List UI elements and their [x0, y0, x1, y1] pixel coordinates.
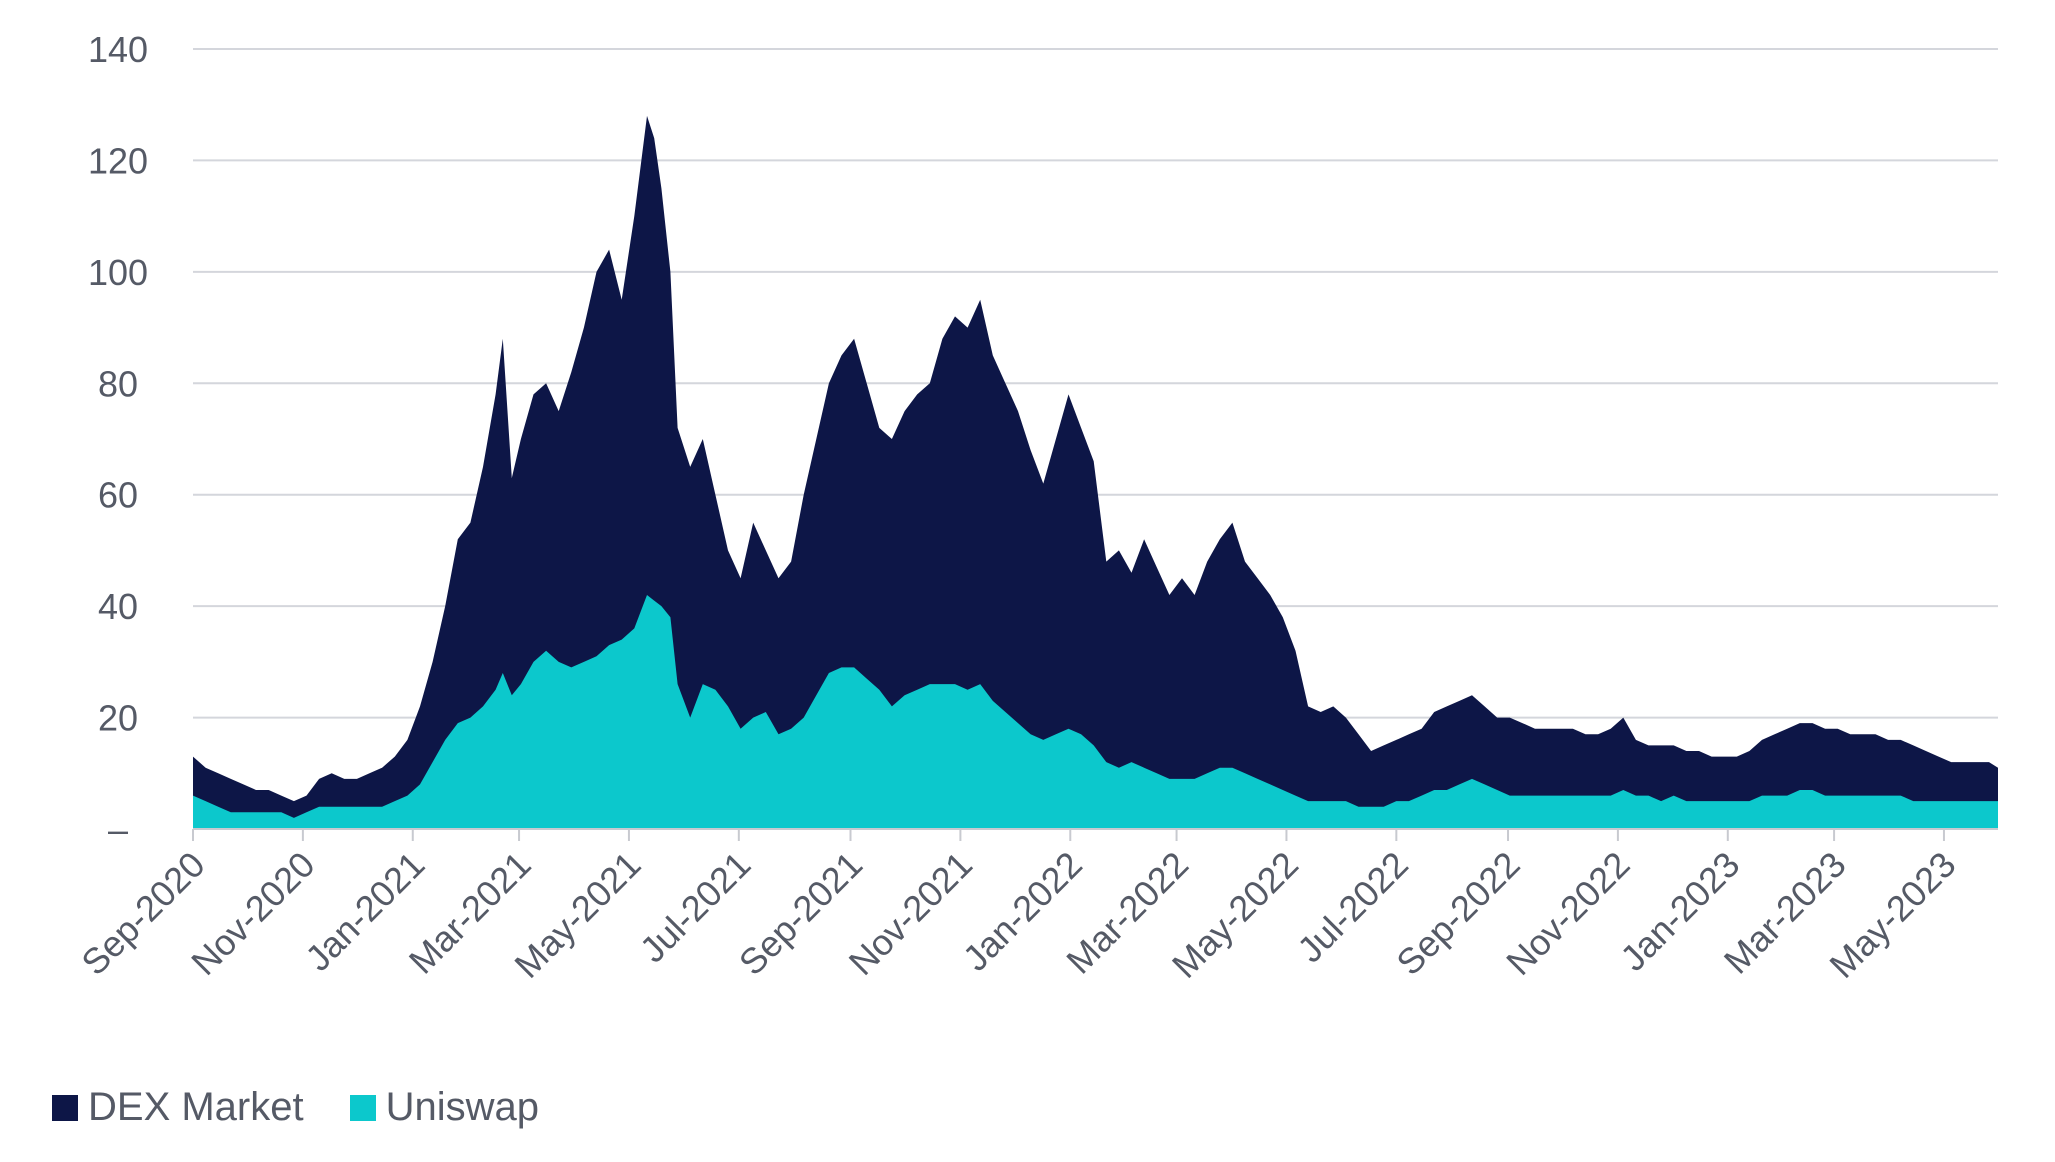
y-tick-label: 60 — [98, 475, 138, 516]
legend: DEX Market Uniswap — [52, 1085, 585, 1130]
legend-swatch-dex-market — [52, 1094, 78, 1121]
legend-item-uniswap: Uniswap — [349, 1085, 540, 1130]
y-tick-label: – — [108, 809, 128, 850]
x-axis-labels: Sep-2020Nov-2020Jan-2021Mar-2021May-2021… — [73, 844, 1963, 986]
y-tick-label: 140 — [88, 29, 148, 70]
legend-label-uniswap: Uniswap — [385, 1085, 540, 1129]
y-tick-label: 40 — [98, 586, 138, 627]
y-tick-label: 80 — [98, 363, 138, 404]
area-uniswap — [193, 595, 1998, 829]
y-axis-labels: – 20 40 60 80 100 120 140 — [88, 29, 148, 850]
x-axis — [192, 828, 1998, 841]
y-tick-label: 100 — [88, 252, 148, 293]
legend-label-dex-market: DEX Market — [88, 1085, 304, 1129]
legend-swatch-uniswap — [349, 1094, 376, 1121]
y-tick-label: 20 — [98, 698, 138, 739]
y-tick-label: 120 — [88, 140, 148, 181]
legend-item-dex-market: DEX Market — [52, 1085, 304, 1130]
area-series — [193, 115, 1998, 829]
